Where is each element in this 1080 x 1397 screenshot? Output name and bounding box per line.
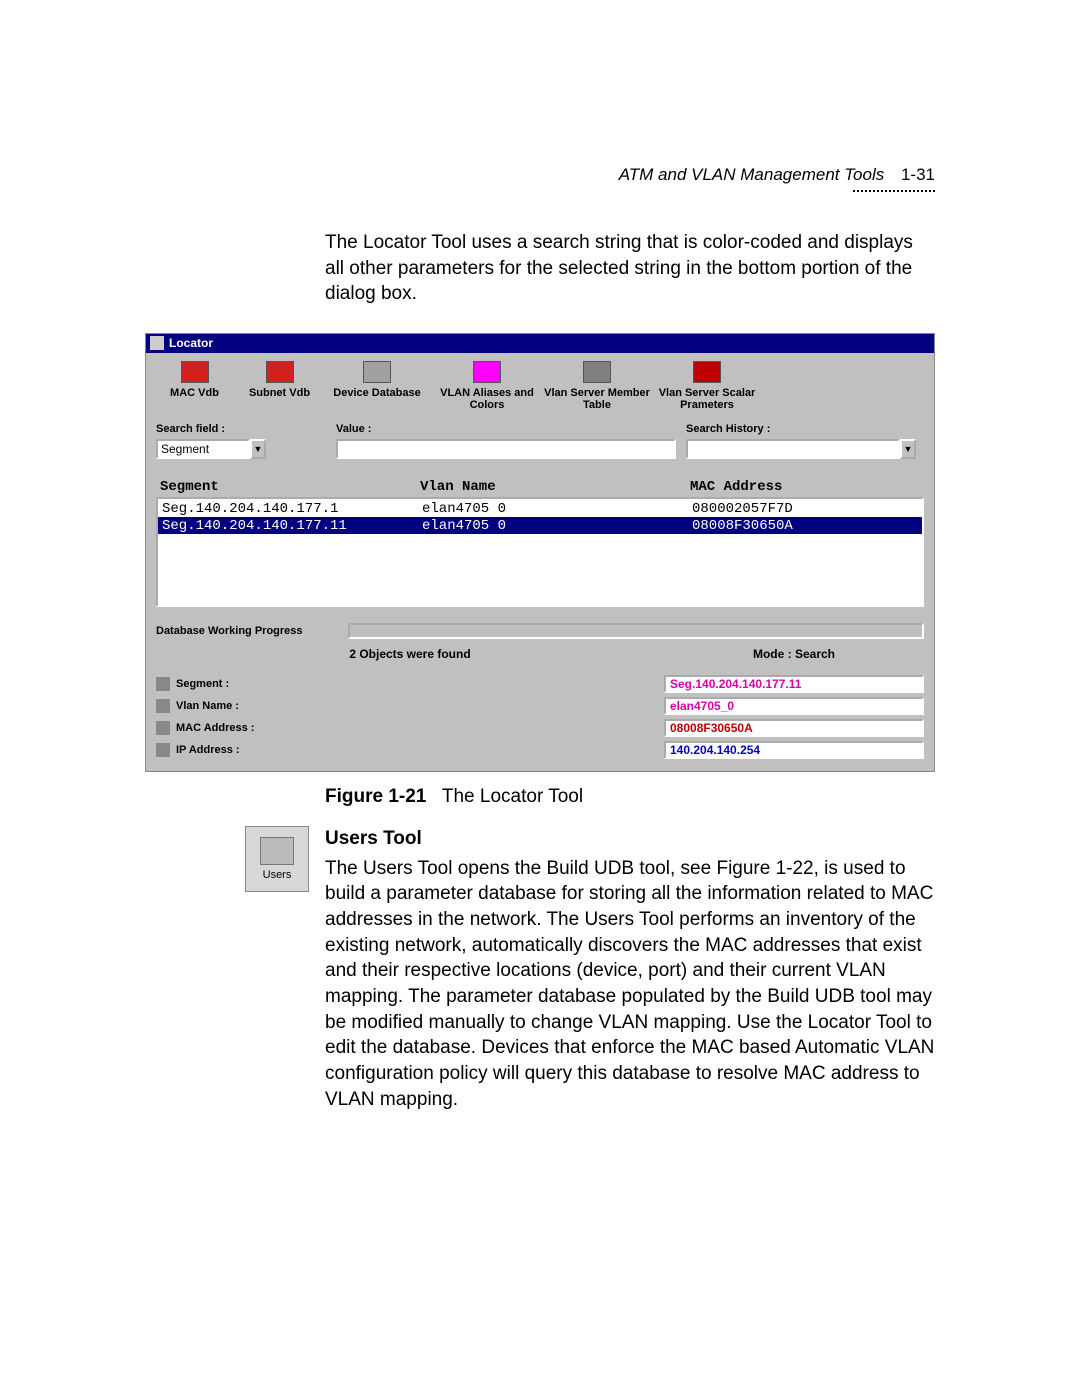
search-field-value: Segment <box>156 439 250 459</box>
device-db-icon <box>363 361 391 383</box>
vlan-aliases-icon <box>473 361 501 383</box>
figure-label: Figure 1-21 <box>325 786 426 807</box>
detail-icon <box>156 699 170 713</box>
figure-caption: Figure 1-21 The Locator Tool <box>325 786 935 808</box>
status-mode: Mode : Search <box>664 647 924 661</box>
detail-icon <box>156 721 170 735</box>
toolbar-device-database[interactable]: Device Database <box>322 357 432 415</box>
results-table: Segment Vlan Name MAC Address Seg.140.20… <box>156 479 924 607</box>
detail-value: 140.204.140.254 <box>664 741 924 759</box>
cell-segment: Seg.140.204.140.177.11 <box>162 518 422 534</box>
cell-mac-address: 080002057F7D <box>692 501 902 517</box>
cell-vlan-name: elan4705 0 <box>422 501 692 517</box>
detail-icon <box>156 743 170 757</box>
col-mac-address: MAC Address <box>690 479 900 495</box>
progress-row: Database Working Progress <box>146 613 934 643</box>
search-field-dropdown[interactable]: Segment ▼ <box>156 439 266 459</box>
toolbar-vlan-aliases[interactable]: VLAN Aliases and Colors <box>432 357 542 415</box>
table-header: Segment Vlan Name MAC Address <box>156 479 924 497</box>
detail-value: 08008F30650A <box>664 719 924 737</box>
users-tool-section: Users Users Tool The Users Tool opens th… <box>145 826 935 1112</box>
toolbar-label: Subnet Vdb <box>239 387 320 399</box>
figure-text: The Locator Tool <box>442 786 583 807</box>
status-objects-found: 2 Objects were found <box>156 647 664 661</box>
users-tool-icon: Users <box>245 826 309 892</box>
toolbar-label: Device Database <box>324 387 430 399</box>
cell-segment: Seg.140.204.140.177.1 <box>162 501 422 517</box>
progress-label: Database Working Progress <box>156 625 336 637</box>
detail-row: MAC Address : 08008F30650A <box>156 717 924 739</box>
detail-label: Segment : <box>176 678 336 690</box>
detail-value: elan4705_0 <box>664 697 924 715</box>
toolbar-vlan-server-member[interactable]: Vlan Server Member Table <box>542 357 652 415</box>
detail-icon <box>156 677 170 691</box>
toolbar-vlan-server-scalar[interactable]: Vlan Server Scalar Prameters <box>652 357 762 415</box>
header-page-number: 1-31 <box>901 165 935 184</box>
toolbar: MAC Vdb Subnet Vdb Device Database VLAN … <box>146 353 934 417</box>
mac-vdb-icon <box>181 361 209 383</box>
locator-window: Locator MAC Vdb Subnet Vdb Device Databa… <box>145 333 935 772</box>
detail-value: Seg.140.204.140.177.11 <box>664 675 924 693</box>
toolbar-label: Vlan Server Member Table <box>544 387 650 411</box>
users-tool-body: The Users Tool opens the Build UDB tool,… <box>325 856 935 1112</box>
chevron-down-icon[interactable]: ▼ <box>250 439 266 459</box>
results-listbox[interactable]: Seg.140.204.140.177.1elan4705 0080002057… <box>156 497 924 607</box>
col-segment: Segment <box>160 479 420 495</box>
intro-paragraph: The Locator Tool uses a search string th… <box>325 230 935 307</box>
progress-bar <box>348 623 924 639</box>
table-row[interactable]: Seg.140.204.140.177.11elan4705 008008F30… <box>158 517 922 534</box>
cell-mac-address: 08008F30650A <box>692 518 902 534</box>
detail-row: Segment : Seg.140.204.140.177.11 <box>156 673 924 695</box>
toolbar-mac-vdb[interactable]: MAC Vdb <box>152 357 237 415</box>
search-history-label: Search History : <box>686 423 916 435</box>
header-divider <box>853 190 935 192</box>
users-icon <box>260 837 294 865</box>
search-field-label: Search field : <box>156 423 326 435</box>
table-row[interactable]: Seg.140.204.140.177.1elan4705 0080002057… <box>158 500 922 517</box>
cell-vlan-name: elan4705 0 <box>422 518 692 534</box>
search-history-dropdown[interactable]: ▼ <box>686 439 916 459</box>
window-title: Locator <box>169 336 213 350</box>
window-titlebar: Locator <box>146 334 934 353</box>
header-title: ATM and VLAN Management Tools <box>619 165 885 184</box>
toolbar-subnet-vdb[interactable]: Subnet Vdb <box>237 357 322 415</box>
users-tool-heading: Users Tool <box>325 826 935 852</box>
toolbar-label: MAC Vdb <box>154 387 235 399</box>
toolbar-label: VLAN Aliases and Colors <box>434 387 540 411</box>
page-header: ATM and VLAN Management Tools 1-31 <box>619 165 935 185</box>
window-icon <box>150 336 164 350</box>
toolbar-label: Vlan Server Scalar Prameters <box>654 387 760 411</box>
status-row: 2 Objects were found Mode : Search <box>146 643 934 671</box>
col-vlan-name: Vlan Name <box>420 479 690 495</box>
detail-row: IP Address : 140.204.140.254 <box>156 739 924 761</box>
chevron-down-icon[interactable]: ▼ <box>900 439 916 459</box>
users-icon-label: Users <box>263 869 292 881</box>
detail-rows: Segment : Seg.140.204.140.177.11 Vlan Name… <box>146 671 934 771</box>
detail-label: MAC Address : <box>176 722 336 734</box>
subnet-vdb-icon <box>266 361 294 383</box>
detail-label: Vlan Name : <box>176 700 336 712</box>
detail-label: IP Address : <box>176 744 336 756</box>
vlan-member-icon <box>583 361 611 383</box>
search-value-input[interactable] <box>336 439 676 459</box>
search-value-label: Value : <box>336 423 676 435</box>
detail-row: Vlan Name : elan4705_0 <box>156 695 924 717</box>
search-history-value <box>686 439 900 459</box>
search-row: Search field : Segment ▼ Value : Search … <box>146 417 934 461</box>
vlan-scalar-icon <box>693 361 721 383</box>
